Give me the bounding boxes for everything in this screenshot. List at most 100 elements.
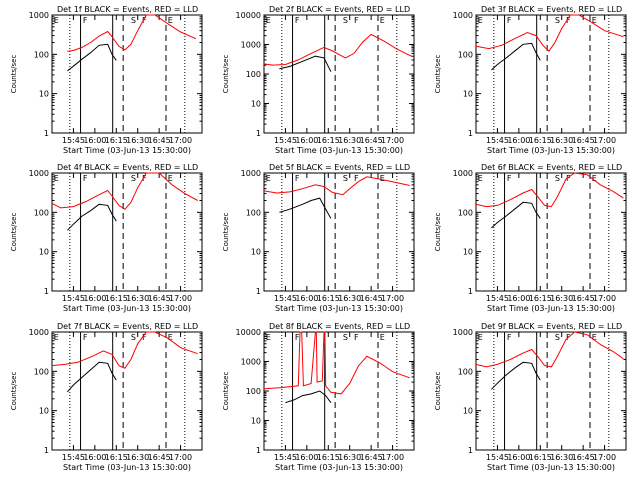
region-label: E xyxy=(266,174,271,183)
y-axis-label: Counts/sec xyxy=(222,55,230,94)
y-tick-label: 10 xyxy=(463,407,473,416)
x-axis-label: Start Time (03-Jun-13 15:30:00) xyxy=(63,146,191,155)
plot-frame xyxy=(263,14,415,134)
y-axis-label: Counts/sec xyxy=(434,213,442,252)
subplot-title: Det 7f BLACK = Events, RED = LLD xyxy=(57,322,198,331)
region-label: F xyxy=(295,174,300,183)
y-axis-label: Counts/sec xyxy=(222,213,230,252)
region-label: E xyxy=(54,16,59,25)
subplot-4: E F S F E110100100015:4516:0016:1516:3016:45… xyxy=(10,163,203,313)
region-label: S xyxy=(131,174,136,183)
region-label: F xyxy=(354,333,359,342)
y-tick-label: 100 xyxy=(34,208,49,217)
x-tick-label: 16:15 xyxy=(317,453,340,462)
region-label: F xyxy=(142,16,147,25)
x-tick-label: 16:00 xyxy=(83,453,106,462)
subplot-5: E F S F E110100100015:4516:0016:1516:3016:45… xyxy=(222,163,415,313)
region-label: F xyxy=(83,174,88,183)
series-events-line xyxy=(491,361,541,390)
x-tick-label: 16:00 xyxy=(83,136,106,145)
x-axis-label: Start Time (03-Jun-13 15:30:00) xyxy=(275,304,403,313)
x-tick-label: 16:45 xyxy=(572,136,595,145)
region-label: E xyxy=(168,174,173,183)
plot-frame xyxy=(475,14,627,134)
subplot-title: Det 8f BLACK = Events, RED = LLD xyxy=(269,322,410,331)
subplot-title: Det 5f BLACK = Events, RED = LLD xyxy=(269,163,410,172)
region-label: E xyxy=(380,333,385,342)
x-tick-label: 16:15 xyxy=(105,294,128,303)
y-tick-label: 1 xyxy=(468,129,473,138)
subplot-title: Det 3f BLACK = Events, RED = LLD xyxy=(481,5,622,14)
x-tick-label: 16:30 xyxy=(126,294,149,303)
x-tick-label: 16:45 xyxy=(360,453,383,462)
y-tick-label: 1000 xyxy=(29,11,49,20)
y-tick-label: 1000 xyxy=(241,41,261,50)
x-tick-label: 17:00 xyxy=(169,136,192,145)
y-tick-label: 100 xyxy=(458,367,473,376)
region-label: F xyxy=(566,16,571,25)
region-label: E xyxy=(54,174,59,183)
x-tick-label: 16:15 xyxy=(529,453,552,462)
subplot-1: E F S F E110100100015:4516:0016:1516:3016:45… xyxy=(10,5,203,155)
y-tick-label: 1 xyxy=(256,446,261,455)
x-axis-label: Start Time (03-Jun-13 15:30:00) xyxy=(487,304,615,313)
y-tick-label: 100 xyxy=(246,70,261,79)
y-tick-label: 10 xyxy=(39,248,49,257)
plot-frame xyxy=(263,172,415,292)
x-axis-label: Start Time (03-Jun-13 15:30:00) xyxy=(275,463,403,472)
region-label: S xyxy=(131,16,136,25)
region-label: F xyxy=(83,333,88,342)
series-lld-line xyxy=(263,176,410,196)
y-tick-label: 10 xyxy=(251,417,261,426)
y-tick-label: 100 xyxy=(34,367,49,376)
subplot-title: Det 9f BLACK = Events, RED = LLD xyxy=(481,322,622,331)
region-label: S xyxy=(343,333,348,342)
series-lld-line xyxy=(263,33,412,66)
x-tick-label: 16:30 xyxy=(550,294,573,303)
y-tick-label: 1000 xyxy=(453,169,473,178)
region-label: F xyxy=(354,16,359,25)
subplot-8: E F S F E11010010001000015:4516:0016:1516:30… xyxy=(222,322,415,472)
y-tick-label: 100 xyxy=(246,208,261,217)
x-tick-label: 15:45 xyxy=(62,294,85,303)
series-events-line xyxy=(67,203,117,231)
y-tick-label: 10000 xyxy=(236,328,261,337)
x-axis-label: Start Time (03-Jun-13 15:30:00) xyxy=(63,463,191,472)
region-label: F xyxy=(142,174,147,183)
x-tick-label: 16:30 xyxy=(126,136,149,145)
region-label: S xyxy=(131,333,136,342)
y-tick-label: 10 xyxy=(251,100,261,109)
x-tick-label: 15:45 xyxy=(274,453,297,462)
x-tick-label: 17:00 xyxy=(593,136,616,145)
x-tick-label: 16:30 xyxy=(338,136,361,145)
x-tick-label: 16:15 xyxy=(317,136,340,145)
subplot-title: Det 6f BLACK = Events, RED = LLD xyxy=(481,163,622,172)
x-tick-label: 16:45 xyxy=(148,453,171,462)
region-label: F xyxy=(83,16,88,25)
series-lld-line xyxy=(51,172,198,210)
series-events-line xyxy=(67,361,117,393)
region-label: S xyxy=(555,174,560,183)
series-lld-line xyxy=(51,331,198,369)
subplot-6: E F S F E110100100015:4516:0016:1516:3016:45… xyxy=(434,163,627,313)
series-lld-line xyxy=(263,331,410,395)
y-tick-label: 10 xyxy=(463,248,473,257)
region-label: E xyxy=(592,174,597,183)
x-tick-label: 15:45 xyxy=(62,453,85,462)
y-axis-label: Counts/sec xyxy=(10,372,18,411)
region-label: F xyxy=(566,174,571,183)
plot-frame xyxy=(475,172,627,292)
x-tick-label: 16:30 xyxy=(126,453,149,462)
series-lld-line xyxy=(475,172,624,208)
x-tick-label: 17:00 xyxy=(381,136,404,145)
y-tick-label: 1000 xyxy=(453,11,473,20)
y-tick-label: 10 xyxy=(463,90,473,99)
region-label: E xyxy=(168,16,173,25)
y-axis-label: Counts/sec xyxy=(434,372,442,411)
y-tick-label: 1000 xyxy=(241,358,261,367)
y-tick-label: 1000 xyxy=(29,169,49,178)
region-label: E xyxy=(478,333,483,342)
y-tick-label: 1 xyxy=(44,446,49,455)
y-tick-label: 100 xyxy=(34,50,49,59)
y-tick-label: 1 xyxy=(44,129,49,138)
